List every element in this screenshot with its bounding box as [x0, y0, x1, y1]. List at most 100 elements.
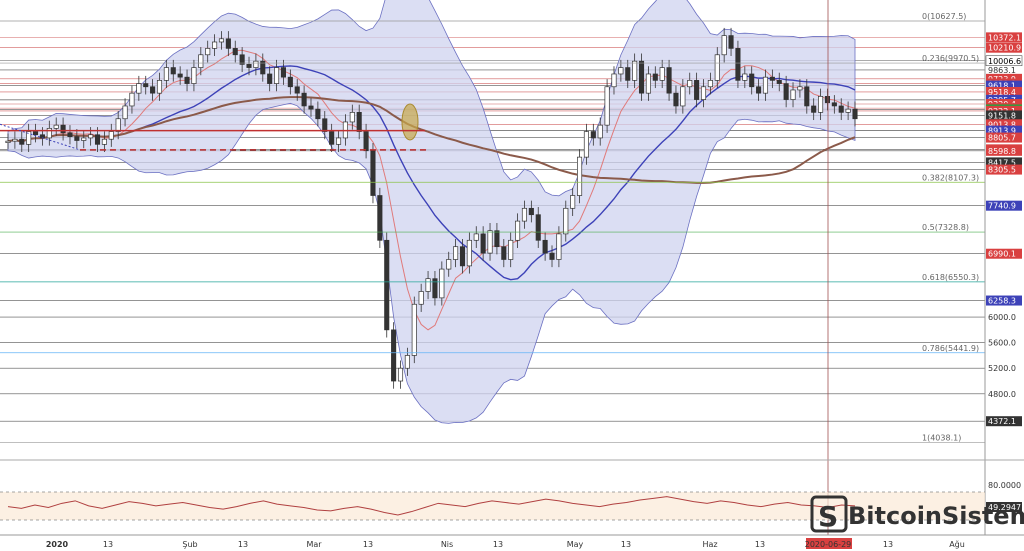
- candle-body: [287, 76, 293, 88]
- candle-body: [721, 35, 727, 56]
- price-label-bg: [985, 55, 1023, 67]
- candle-body: [218, 38, 225, 43]
- candle-body: [707, 80, 713, 88]
- candle-body: [53, 124, 59, 129]
- candle-body: [590, 131, 596, 139]
- candle-body: [108, 131, 114, 140]
- candle-body: [638, 60, 645, 94]
- candle-body: [611, 73, 617, 88]
- candle-body: [425, 278, 431, 292]
- candle-body: [756, 86, 762, 94]
- candle-body: [370, 150, 376, 196]
- price-label: 8913.9: [988, 127, 1016, 136]
- time-label: 13: [103, 540, 113, 549]
- candle-body: [838, 105, 844, 113]
- band-area: [7, 0, 856, 424]
- candle-body: [143, 83, 149, 88]
- candle-body: [597, 124, 603, 139]
- candle-body: [501, 246, 507, 260]
- price-label: 9863.1: [988, 66, 1016, 75]
- candle-body: [177, 73, 183, 78]
- candle-body: [439, 268, 445, 299]
- candle-body: [494, 230, 500, 248]
- candle-body: [762, 76, 769, 94]
- candle-body: [749, 73, 755, 88]
- fib-label: 0.382(8107.3): [922, 173, 979, 182]
- price-label-bg: [986, 248, 1022, 259]
- price-label: 9618.1: [988, 82, 1016, 91]
- candle-body: [487, 230, 493, 254]
- candle-body: [212, 41, 218, 49]
- time-label: Nis: [441, 540, 453, 549]
- osc-current-bg: [986, 502, 1022, 512]
- candle-body: [652, 73, 658, 81]
- price-label-bg: [986, 86, 1022, 97]
- candle-body: [673, 92, 679, 107]
- candle-body: [666, 67, 672, 94]
- candle-body: [824, 96, 831, 104]
- price-axis: 10372.110210.910006.69863.19723.99650.09…: [984, 0, 1023, 535]
- highlight-ellipse: [401, 103, 419, 141]
- candle-body: [583, 131, 589, 158]
- fib-label: 0(10627.5): [922, 12, 966, 21]
- candle-body: [267, 73, 273, 84]
- candle-body: [618, 67, 624, 75]
- candle-body: [563, 207, 569, 235]
- candle-body: [67, 132, 73, 138]
- price-label: 10210.9: [988, 44, 1021, 53]
- candle-body: [742, 73, 748, 81]
- candle-body: [239, 54, 245, 65]
- price-label: 8805.7: [988, 134, 1016, 143]
- candle-body: [5, 140, 11, 143]
- candle-body: [46, 127, 52, 139]
- fib-label: 0.236(9970.5): [922, 54, 979, 63]
- price-label-bg: [986, 132, 1022, 143]
- candle-body: [60, 124, 66, 134]
- price-label: 6258.3: [988, 297, 1016, 306]
- candle-body: [418, 291, 424, 305]
- candle-body: [397, 367, 404, 382]
- candle-body: [473, 233, 479, 241]
- candle-body: [687, 80, 693, 88]
- candle-body: [453, 246, 459, 260]
- osc-upper-label: 80.0000: [988, 481, 1021, 490]
- candle-body: [811, 105, 817, 113]
- time-label: Şub: [182, 540, 197, 549]
- candle-body: [205, 48, 211, 56]
- candle-body: [776, 80, 782, 84]
- candle-body: [329, 131, 335, 145]
- candle-body: [81, 137, 87, 141]
- candle-body: [384, 239, 390, 331]
- price-label: 7740.9: [988, 202, 1016, 211]
- price-label-bg: [986, 145, 1022, 156]
- candle-body: [528, 207, 534, 216]
- candle-body: [790, 89, 796, 100]
- time-label: 13: [883, 540, 893, 549]
- candle-body: [253, 60, 259, 68]
- ma-mid-line: [7, 65, 856, 281]
- brand-logo: S BitcoinSistemi: [810, 495, 1024, 533]
- candle-body: [804, 86, 810, 107]
- price-label: 6990.1: [988, 250, 1016, 259]
- osc-current-label: 49.2947: [988, 503, 1021, 512]
- candle-body: [335, 137, 342, 145]
- time-label: Mar: [306, 540, 322, 549]
- candle-body: [156, 80, 163, 94]
- fib-label: 0.5(7328.8): [922, 223, 969, 232]
- time-label: 13: [493, 540, 503, 549]
- price-label-bg: [986, 164, 1022, 175]
- candle-body: [315, 108, 321, 120]
- candle-body: [32, 131, 39, 136]
- price-label: 10372.1: [988, 33, 1021, 42]
- candle-body: [549, 252, 555, 260]
- bollinger-bands: [7, 0, 856, 424]
- price-label: 9518.4: [988, 88, 1016, 97]
- time-label: 13: [363, 540, 373, 549]
- candle-body: [260, 60, 266, 75]
- candle-body: [12, 138, 18, 142]
- candle-body: [728, 35, 734, 49]
- candle-body: [659, 67, 665, 81]
- candle-body: [818, 96, 824, 113]
- candle-body: [163, 67, 169, 81]
